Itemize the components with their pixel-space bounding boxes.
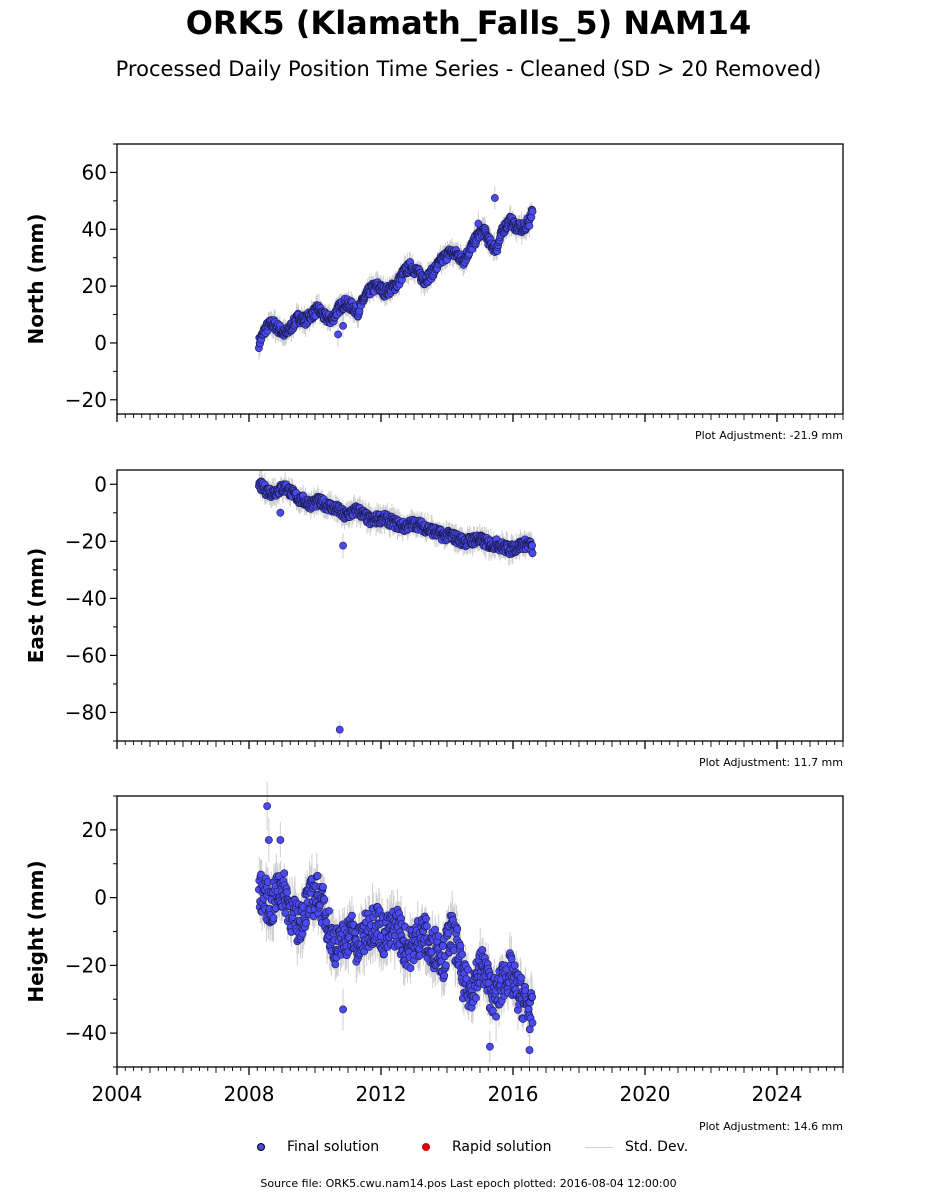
data-point: [422, 922, 431, 930]
x-tick-label: 2004: [92, 1082, 143, 1106]
data-point: [440, 971, 449, 980]
data-point: [380, 950, 388, 959]
y-axis-label: Height (mm): [24, 860, 48, 1002]
rapid-solution-marker: [422, 1143, 430, 1151]
data-point: [431, 925, 440, 934]
data-point: [524, 1005, 533, 1013]
data-point: [485, 1042, 494, 1051]
y-tick-label: 40: [82, 217, 107, 241]
data-point: [283, 888, 291, 897]
data-point: [492, 1012, 501, 1021]
data-point: [280, 869, 289, 878]
data-point: [335, 725, 344, 734]
data-point: [331, 960, 340, 969]
data-point: [325, 907, 333, 915]
data-point: [525, 1046, 534, 1054]
data-point: [528, 1019, 537, 1027]
y-tick-label: −20: [65, 529, 107, 553]
y-tick-label: 0: [94, 472, 107, 496]
data-point: [406, 964, 415, 973]
data-point: [528, 207, 537, 216]
data-point: [348, 911, 356, 920]
data-point: [339, 321, 347, 330]
data-point: [528, 549, 537, 558]
data-point: [302, 919, 310, 927]
data-point: [462, 974, 471, 983]
std-dev-marker: [585, 1147, 613, 1148]
data-point: [517, 973, 525, 982]
data-point: [525, 221, 534, 230]
x-tick-label: 2020: [620, 1082, 671, 1106]
y-tick-label: 0: [94, 886, 107, 910]
data-point: [464, 965, 472, 974]
data-point: [489, 1006, 497, 1015]
data-point: [263, 802, 272, 811]
data-point: [472, 993, 480, 1002]
data-point: [339, 541, 347, 550]
data-point: [441, 961, 450, 970]
data-point: [458, 950, 466, 959]
chart-title: ORK5 (Klamath_Falls_5) NAM14: [185, 4, 752, 42]
y-tick-label: −40: [65, 586, 107, 610]
y-tick-label: −20: [65, 953, 107, 977]
x-tick-label: 2008: [224, 1082, 275, 1106]
x-tick-label: 2012: [356, 1082, 407, 1106]
data-point: [439, 942, 447, 950]
data-point: [276, 836, 285, 844]
data-point: [490, 194, 499, 202]
panel-2-data: [254, 782, 537, 1073]
y-axis-label: East (mm): [24, 548, 48, 664]
plot-frame-1: [116, 469, 844, 742]
data-point: [334, 330, 342, 339]
data-point: [528, 541, 537, 550]
plot-adjustment-label: Plot Adjustment: -21.9 mm: [695, 429, 843, 442]
data-point: [276, 508, 285, 517]
data-point: [322, 918, 331, 927]
y-tick-label: −40: [65, 1021, 107, 1045]
y-tick-label: −20: [65, 388, 107, 412]
legend-final-label: Final solution: [287, 1139, 380, 1155]
y-tick-label: 20: [82, 818, 107, 842]
data-point: [256, 870, 265, 879]
data-point: [456, 941, 465, 950]
plot-adjustment-label: Plot Adjustment: 11.7 mm: [699, 756, 843, 769]
x-tick-label: 2024: [752, 1082, 803, 1106]
data-point: [474, 219, 483, 228]
data-point: [444, 929, 453, 938]
data-point: [453, 925, 462, 933]
legend: Final solution Rapid solution Std. Dev.: [0, 1137, 937, 1159]
final-solution-marker: [257, 1143, 265, 1151]
data-point: [269, 913, 278, 922]
data-point: [478, 946, 487, 954]
plot-frame-0: [116, 143, 844, 415]
legend-std-label: Std. Dev.: [625, 1139, 689, 1155]
data-point: [510, 961, 519, 970]
y-tick-label: 0: [94, 331, 107, 355]
panel-1-data: [254, 469, 537, 738]
data-point: [507, 955, 516, 963]
chart-subtitle: Processed Daily Position Time Series - C…: [115, 57, 822, 81]
data-point: [320, 895, 329, 904]
legend-rapid-label: Rapid solution: [452, 1139, 552, 1155]
data-point: [528, 993, 537, 1001]
y-tick-label: 60: [82, 160, 107, 184]
data-point: [422, 914, 430, 923]
y-axis-label: North (mm): [24, 213, 48, 344]
panel-0-data: [254, 186, 537, 360]
x-tick-label: 2016: [488, 1082, 539, 1106]
plot-adjustment-label: Plot Adjustment: 14.6 mm: [699, 1120, 843, 1133]
data-point: [313, 871, 322, 880]
y-tick-label: −80: [65, 700, 107, 724]
source-footer: Source file: ORK5.cwu.nam14.pos Last epo…: [260, 1177, 677, 1190]
y-tick-label: 20: [82, 274, 107, 298]
data-point: [264, 836, 273, 844]
data-point: [339, 1005, 347, 1014]
y-tick-label: −60: [65, 643, 107, 667]
data-point: [319, 883, 327, 891]
